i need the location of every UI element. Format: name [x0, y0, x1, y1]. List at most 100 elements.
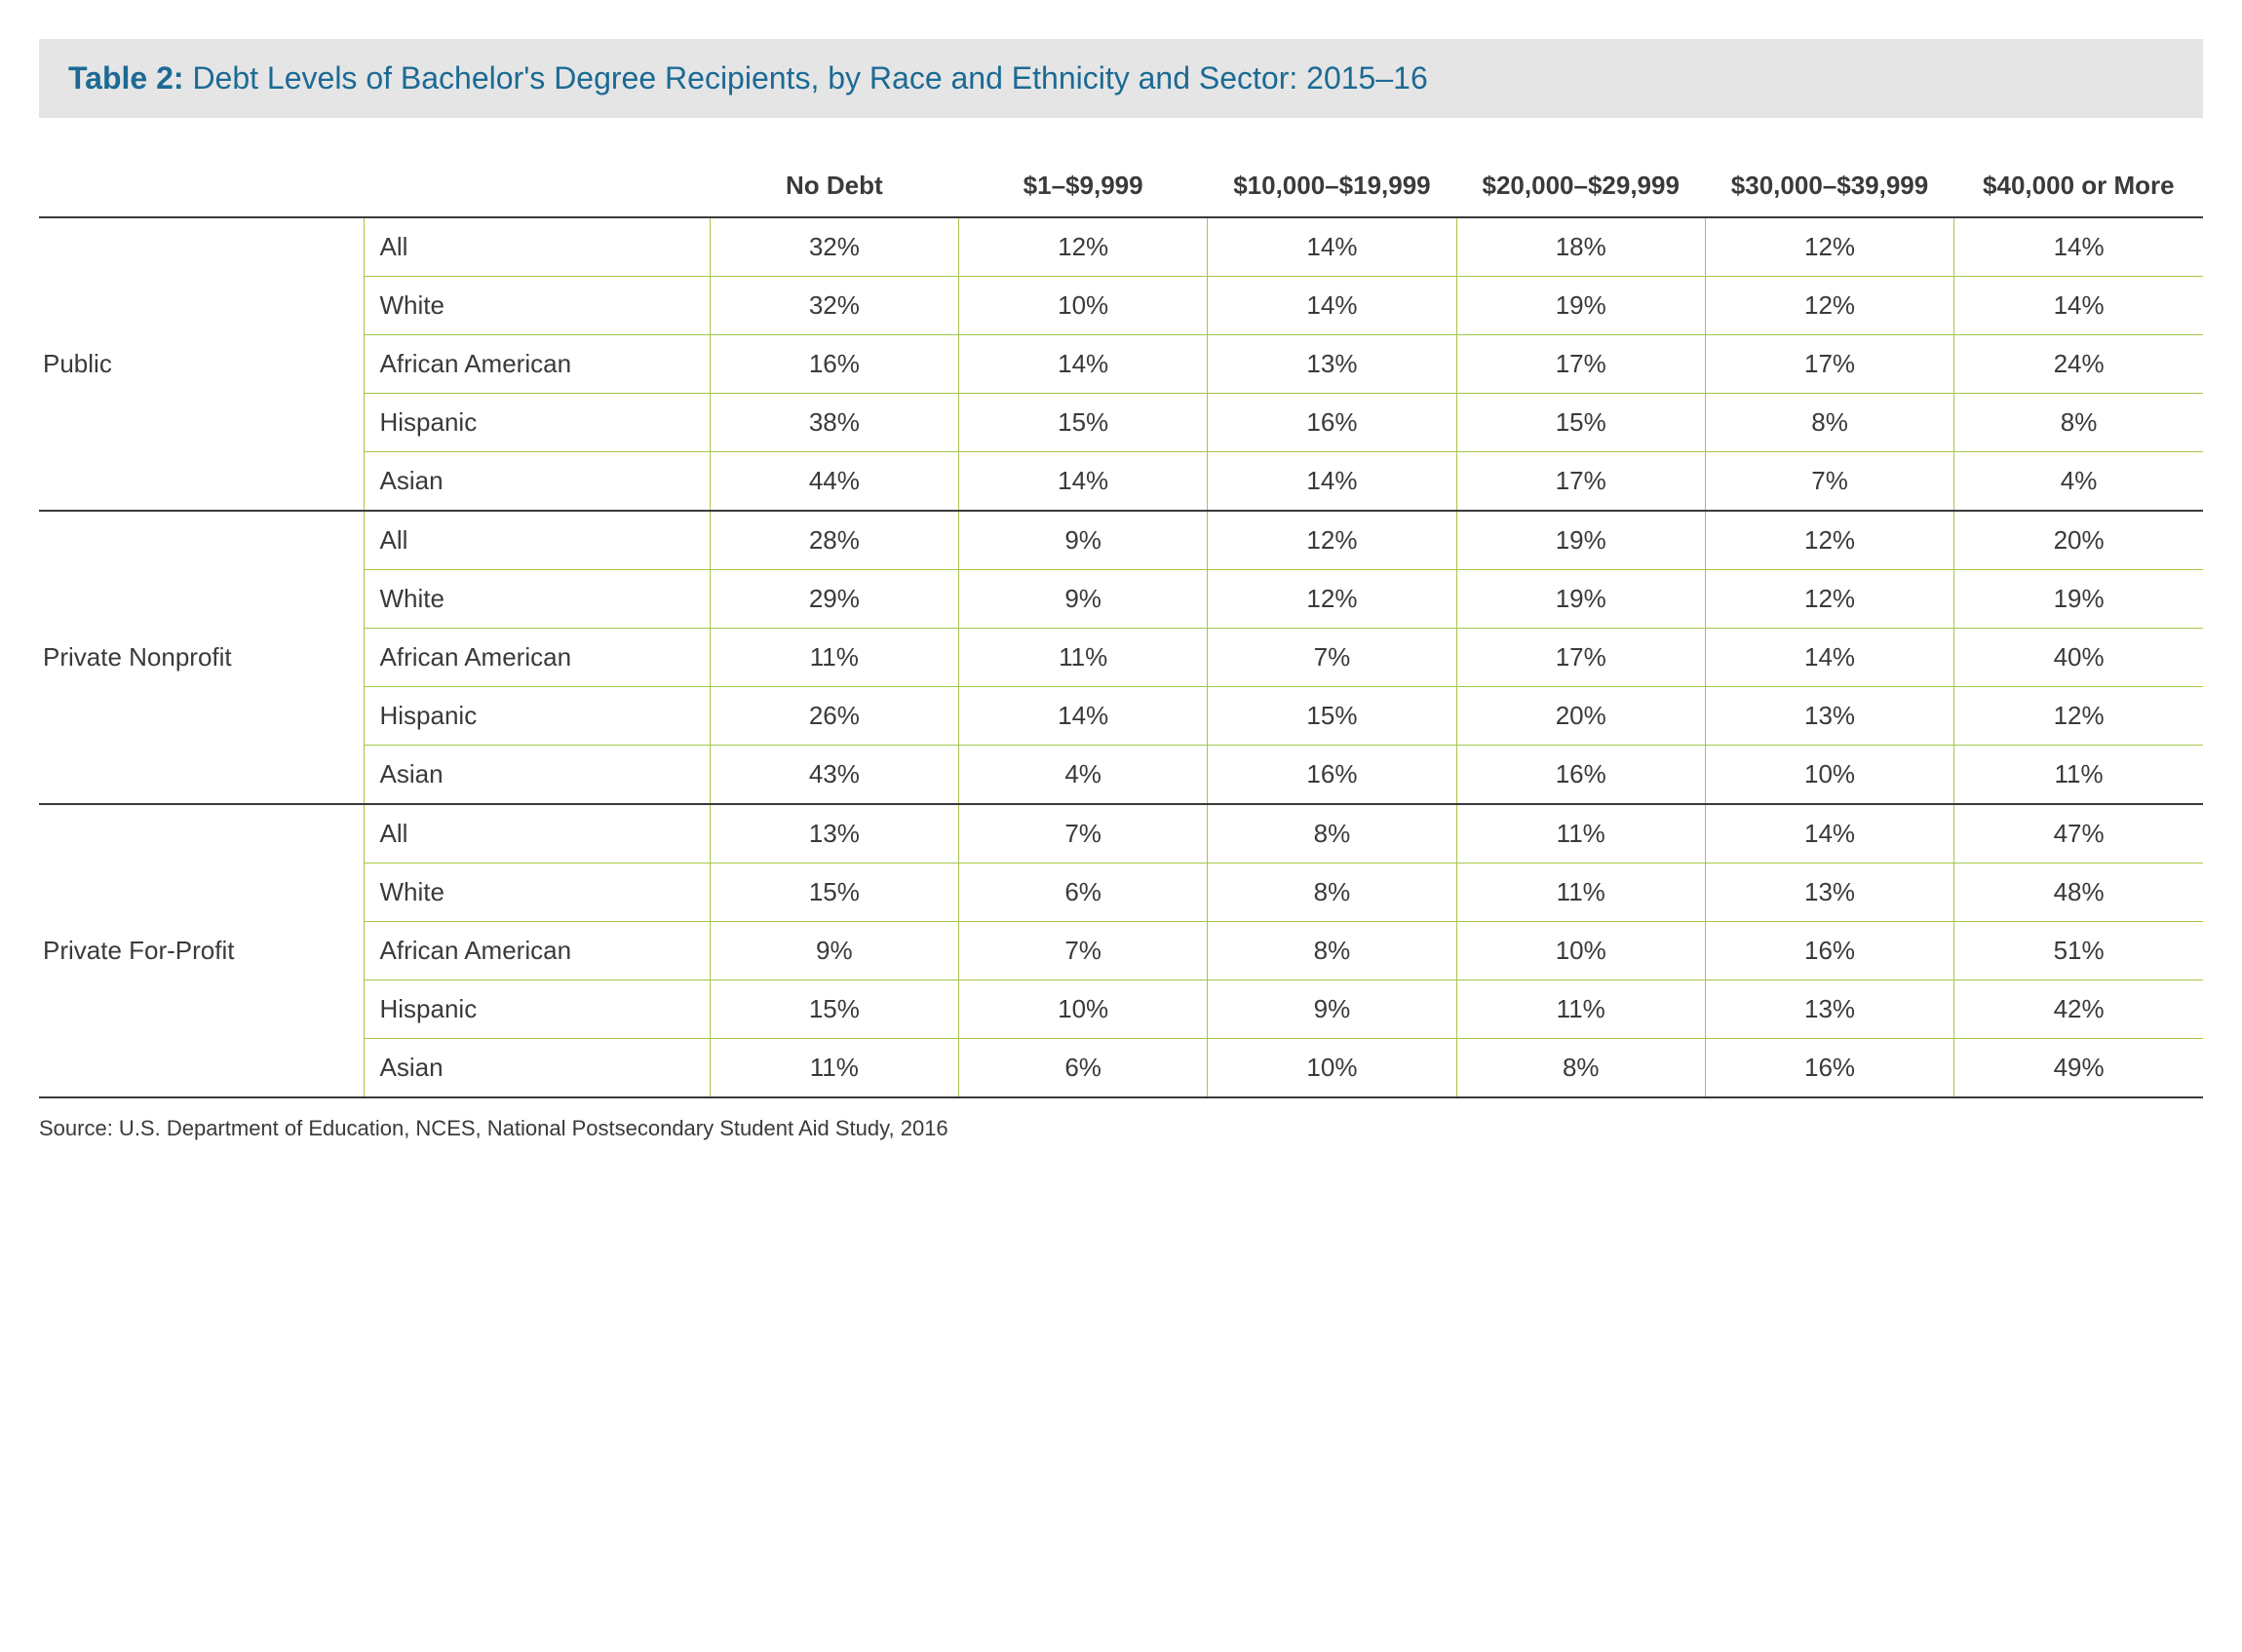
value-cell: 14%	[958, 335, 1207, 394]
table-row: African American11%11%7%17%14%40%	[39, 629, 2203, 687]
value-cell: 11%	[1456, 804, 1705, 864]
value-cell: 24%	[1954, 335, 2203, 394]
table-row: White29%9%12%19%12%19%	[39, 570, 2203, 629]
value-cell: 11%	[1954, 746, 2203, 805]
value-cell: 11%	[1456, 864, 1705, 922]
table-row: Private For-ProfitAll13%7%8%11%14%47%	[39, 804, 2203, 864]
value-cell: 29%	[710, 570, 958, 629]
value-cell: 11%	[710, 629, 958, 687]
value-cell: 28%	[710, 511, 958, 570]
race-cell: White	[364, 570, 710, 629]
value-cell: 11%	[710, 1039, 958, 1098]
value-cell: 49%	[1954, 1039, 2203, 1098]
header-stub-race	[364, 157, 710, 217]
value-cell: 9%	[1208, 980, 1456, 1039]
value-cell: 12%	[1705, 277, 1953, 335]
value-cell: 12%	[1705, 511, 1953, 570]
table-row: PublicAll32%12%14%18%12%14%	[39, 217, 2203, 277]
table-title-rest: Debt Levels of Bachelor's Degree Recipie…	[184, 60, 1428, 96]
table-row: Hispanic26%14%15%20%13%12%	[39, 687, 2203, 746]
value-cell: 15%	[1208, 687, 1456, 746]
value-cell: 18%	[1456, 217, 1705, 277]
value-cell: 11%	[958, 629, 1207, 687]
table-row: Hispanic15%10%9%11%13%42%	[39, 980, 2203, 1039]
value-cell: 19%	[1456, 277, 1705, 335]
value-cell: 16%	[1208, 394, 1456, 452]
value-cell: 16%	[1208, 746, 1456, 805]
value-cell: 11%	[1456, 980, 1705, 1039]
race-cell: White	[364, 277, 710, 335]
race-cell: All	[364, 217, 710, 277]
sector-cell: Private Nonprofit	[39, 511, 364, 804]
value-cell: 13%	[1705, 864, 1953, 922]
value-cell: 16%	[1705, 1039, 1953, 1098]
header-stub-sector	[39, 157, 364, 217]
value-cell: 40%	[1954, 629, 2203, 687]
value-cell: 14%	[1705, 629, 1953, 687]
value-cell: 16%	[1456, 746, 1705, 805]
value-cell: 26%	[710, 687, 958, 746]
value-cell: 17%	[1456, 335, 1705, 394]
value-cell: 42%	[1954, 980, 2203, 1039]
value-cell: 17%	[1456, 629, 1705, 687]
value-cell: 8%	[1208, 922, 1456, 980]
debt-table: No Debt $1–$9,999 $10,000–$19,999 $20,00…	[39, 157, 2203, 1098]
value-cell: 14%	[1208, 452, 1456, 512]
value-cell: 13%	[1208, 335, 1456, 394]
value-cell: 12%	[1954, 687, 2203, 746]
value-cell: 7%	[1208, 629, 1456, 687]
value-cell: 10%	[958, 277, 1207, 335]
col-header: $30,000–$39,999	[1705, 157, 1953, 217]
value-cell: 8%	[1208, 804, 1456, 864]
value-cell: 14%	[1705, 804, 1953, 864]
value-cell: 10%	[1705, 746, 1953, 805]
value-cell: 4%	[1954, 452, 2203, 512]
table-row: White32%10%14%19%12%14%	[39, 277, 2203, 335]
value-cell: 12%	[1705, 217, 1953, 277]
value-cell: 14%	[1208, 277, 1456, 335]
value-cell: 17%	[1456, 452, 1705, 512]
value-cell: 14%	[958, 452, 1207, 512]
value-cell: 15%	[958, 394, 1207, 452]
value-cell: 47%	[1954, 804, 2203, 864]
value-cell: 9%	[710, 922, 958, 980]
table-title-bold: Table 2:	[68, 60, 184, 96]
value-cell: 8%	[1456, 1039, 1705, 1098]
race-cell: All	[364, 511, 710, 570]
value-cell: 15%	[1456, 394, 1705, 452]
source-line: Source: U.S. Department of Education, NC…	[39, 1116, 2203, 1141]
value-cell: 20%	[1954, 511, 2203, 570]
race-cell: Hispanic	[364, 980, 710, 1039]
value-cell: 6%	[958, 1039, 1207, 1098]
race-cell: African American	[364, 922, 710, 980]
value-cell: 43%	[710, 746, 958, 805]
col-header: $40,000 or More	[1954, 157, 2203, 217]
header-row: No Debt $1–$9,999 $10,000–$19,999 $20,00…	[39, 157, 2203, 217]
value-cell: 7%	[958, 804, 1207, 864]
value-cell: 10%	[1456, 922, 1705, 980]
table-row: White15%6%8%11%13%48%	[39, 864, 2203, 922]
col-header: $20,000–$29,999	[1456, 157, 1705, 217]
race-cell: African American	[364, 629, 710, 687]
table-title-bar: Table 2: Debt Levels of Bachelor's Degre…	[39, 39, 2203, 118]
table-row: African American9%7%8%10%16%51%	[39, 922, 2203, 980]
value-cell: 10%	[1208, 1039, 1456, 1098]
value-cell: 15%	[710, 864, 958, 922]
value-cell: 9%	[958, 511, 1207, 570]
table-row: African American16%14%13%17%17%24%	[39, 335, 2203, 394]
value-cell: 16%	[1705, 922, 1953, 980]
value-cell: 8%	[1705, 394, 1953, 452]
value-cell: 14%	[958, 687, 1207, 746]
value-cell: 8%	[1208, 864, 1456, 922]
race-cell: African American	[364, 335, 710, 394]
race-cell: Asian	[364, 452, 710, 512]
col-header: $10,000–$19,999	[1208, 157, 1456, 217]
value-cell: 51%	[1954, 922, 2203, 980]
value-cell: 19%	[1954, 570, 2203, 629]
race-cell: Hispanic	[364, 687, 710, 746]
table-row: Asian44%14%14%17%7%4%	[39, 452, 2203, 512]
value-cell: 10%	[958, 980, 1207, 1039]
value-cell: 9%	[958, 570, 1207, 629]
table-row: Asian43%4%16%16%10%11%	[39, 746, 2203, 805]
value-cell: 12%	[958, 217, 1207, 277]
